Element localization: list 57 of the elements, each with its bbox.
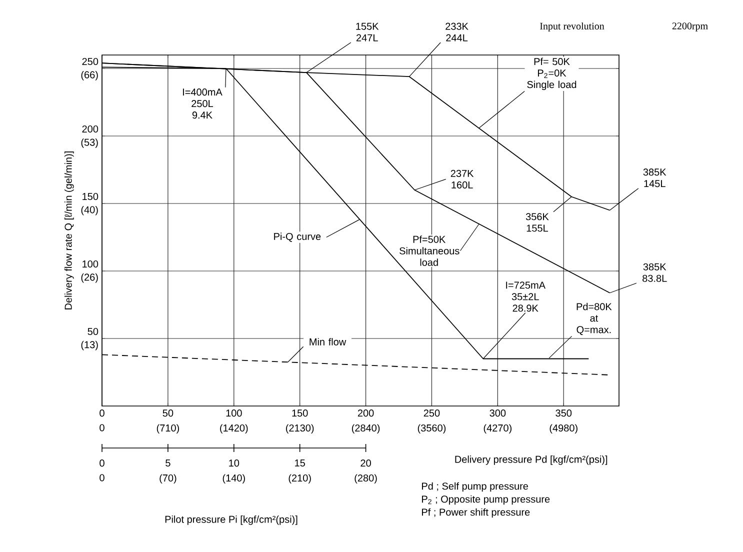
x-tick-label: 50 xyxy=(162,410,174,417)
text: (710) xyxy=(156,424,179,434)
y2-tick-label: (40) xyxy=(81,206,98,216)
annotation: 237K 160L xyxy=(450,170,474,188)
text: P$_{2}$ ; Opposite pump pressure xyxy=(422,495,550,505)
x-tick-label: 300 xyxy=(490,410,506,417)
text: (140) xyxy=(222,474,245,484)
text: (2130) xyxy=(286,424,314,434)
annotation: I=725mA 35±2L 28.9K xyxy=(506,282,546,312)
x2-tick-label: 20 xyxy=(360,460,371,467)
x2-axis-title: Pilot pressure Pi [kgf/cm²(psi)] xyxy=(165,516,298,525)
y-tick-label: 250 xyxy=(82,58,98,66)
text: Pf ; Power shift pressure xyxy=(422,508,530,518)
annotation: 385K 83.8L xyxy=(642,263,667,282)
text: (4270) xyxy=(484,424,512,434)
x-axis-title: Delivery pressure Pd [kgf/cm²(psi)] xyxy=(455,456,608,465)
annotation: Pd=80K at Q=max. xyxy=(576,302,612,335)
x-tick-label: 100 xyxy=(226,410,242,417)
y2-tick-label: (26) xyxy=(81,273,98,283)
text: (1420) xyxy=(220,424,248,434)
x2-tick-label: 15 xyxy=(295,460,305,467)
annotation: I=400mA 250L 9.4K xyxy=(183,88,222,119)
text: Input revolution xyxy=(540,22,604,32)
y-tick-label: 150 xyxy=(82,192,98,200)
y-tick-label: 200 xyxy=(82,125,98,133)
annotation: Min flow xyxy=(310,338,346,346)
annotation: 385K 145L xyxy=(643,168,666,188)
text: 0 xyxy=(100,474,104,482)
x-tick-label: 0 xyxy=(100,410,104,417)
annotation: 356K 155L xyxy=(526,213,549,232)
text: (280) xyxy=(354,474,377,484)
x-tick-label: 250 xyxy=(424,410,440,417)
text: (2840) xyxy=(352,424,380,434)
x2-tick-label: 10 xyxy=(229,460,240,467)
text: (70) xyxy=(160,474,176,484)
y2-tick-label: (13) xyxy=(81,340,98,350)
text: 0 xyxy=(100,424,104,432)
x2-tick-label: 0 xyxy=(100,460,104,467)
annotation: 233K 244L xyxy=(446,22,468,42)
annotation: Pi-Q curve xyxy=(274,232,321,242)
text: (4980) xyxy=(550,424,578,434)
x2-tick-label: 5 xyxy=(166,460,170,467)
x-tick-label: 200 xyxy=(358,410,374,417)
annotation: Pf=50K Simultaneous load xyxy=(400,236,460,266)
text: 2200rpm xyxy=(672,22,708,32)
y2-tick-label: (66) xyxy=(81,71,98,80)
x-tick-label: 150 xyxy=(292,410,308,417)
text: (3560) xyxy=(418,424,446,434)
y-tick-label: 50 xyxy=(88,328,98,336)
annotation: Pf= 50K P$_{2}$=0K Single load xyxy=(527,58,576,90)
y2-tick-label: (53) xyxy=(81,138,98,148)
text: (210) xyxy=(288,474,311,484)
annotation: 155K 247L xyxy=(356,22,379,42)
x-tick-label: 350 xyxy=(556,410,572,417)
y2-axis-title: Delivery flow rate Q [ℓ/min (gel/min)] xyxy=(64,152,74,310)
text: Pd ; Self pump pressure xyxy=(422,482,528,492)
y-tick-label: 100 xyxy=(82,260,98,268)
